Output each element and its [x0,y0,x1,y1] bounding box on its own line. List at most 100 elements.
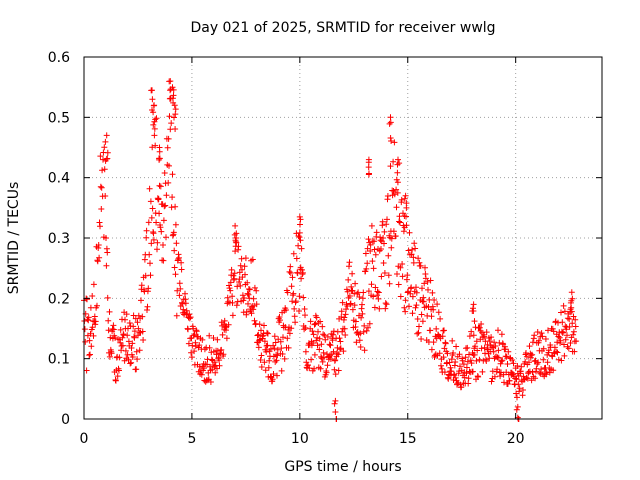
data-point [315,328,321,335]
data-point [248,310,255,317]
data-point [349,306,356,313]
data-point [179,300,186,307]
data-point [87,304,94,311]
data-point [529,339,536,346]
data-point [332,357,339,364]
data-point [359,310,366,317]
data-point [320,331,327,338]
data-point [368,222,375,229]
data-point [296,234,303,241]
data-point [403,200,410,207]
data-point [147,198,154,205]
data-point [382,300,389,307]
data-point [241,263,248,270]
data-point [170,92,177,99]
data-point [103,235,109,241]
data-point [151,102,158,109]
data-point [307,318,314,325]
data-point [532,375,539,382]
data-point [555,333,562,340]
data-point [505,348,512,355]
data-point [414,330,421,337]
data-point [452,359,459,365]
data-point [568,297,575,304]
data-point [142,272,149,279]
data-point [273,351,280,358]
data-point [342,311,349,318]
data-point [387,114,394,121]
data-point [317,318,324,325]
data-point [91,313,98,320]
data-point [459,357,466,364]
data-point [277,317,283,324]
data-point [211,359,218,366]
data-point [245,300,251,307]
data-point [89,293,96,299]
data-point [513,376,520,383]
data-point [309,328,316,335]
data-point [103,132,110,139]
data-point [387,119,394,126]
data-point [384,216,390,223]
data-point [401,213,408,219]
data-point [534,329,541,335]
data-point [392,233,399,239]
data-point [550,328,557,335]
data-point [453,343,460,350]
data-point [478,321,485,327]
data-point [251,317,258,324]
data-point [108,350,115,357]
data-point [290,250,297,257]
data-point [220,351,227,358]
data-point [106,308,113,315]
data-point [172,111,179,118]
data-point [316,335,323,342]
data-point [261,322,267,329]
data-point [409,246,416,253]
data-point [172,126,179,132]
data-point [279,351,286,357]
data-point [381,228,388,235]
data-point [112,377,119,384]
data-point [299,269,306,276]
data-point [305,362,311,368]
axis-tick-labels: 0 5 10 15 20 0 0.1 0.2 0.3 0.4 0.5 0.6 [48,50,525,447]
data-point [140,337,147,343]
data-point [172,221,179,228]
data-point [129,340,136,347]
data-point [153,115,160,122]
data-point [208,349,215,356]
data-point [339,299,346,306]
data-point [128,345,135,351]
data-point [250,306,257,313]
data-point [560,329,567,336]
data-point [557,337,564,344]
data-point [257,357,264,363]
data-point [363,265,370,272]
data-point [160,242,166,248]
data-point [162,202,169,209]
y-tick-label: 0.3 [48,231,70,247]
data-point [447,364,454,371]
data-point [488,344,495,351]
data-point [135,325,142,332]
data-point [214,336,221,343]
data-point [413,289,420,296]
data-point [422,264,428,271]
data-point [176,280,183,287]
data-point [481,333,488,340]
data-point [176,292,183,299]
data-point [490,348,497,355]
data-point [394,179,401,186]
data-point [498,358,505,365]
data-point [529,351,536,358]
data-point [366,320,373,327]
data-point [105,327,112,334]
data-point [149,96,156,103]
data-point [458,384,465,391]
data-point [210,335,217,341]
data-point [199,336,206,343]
data-point [394,169,401,176]
data-point [126,320,133,326]
data-point [295,233,302,239]
